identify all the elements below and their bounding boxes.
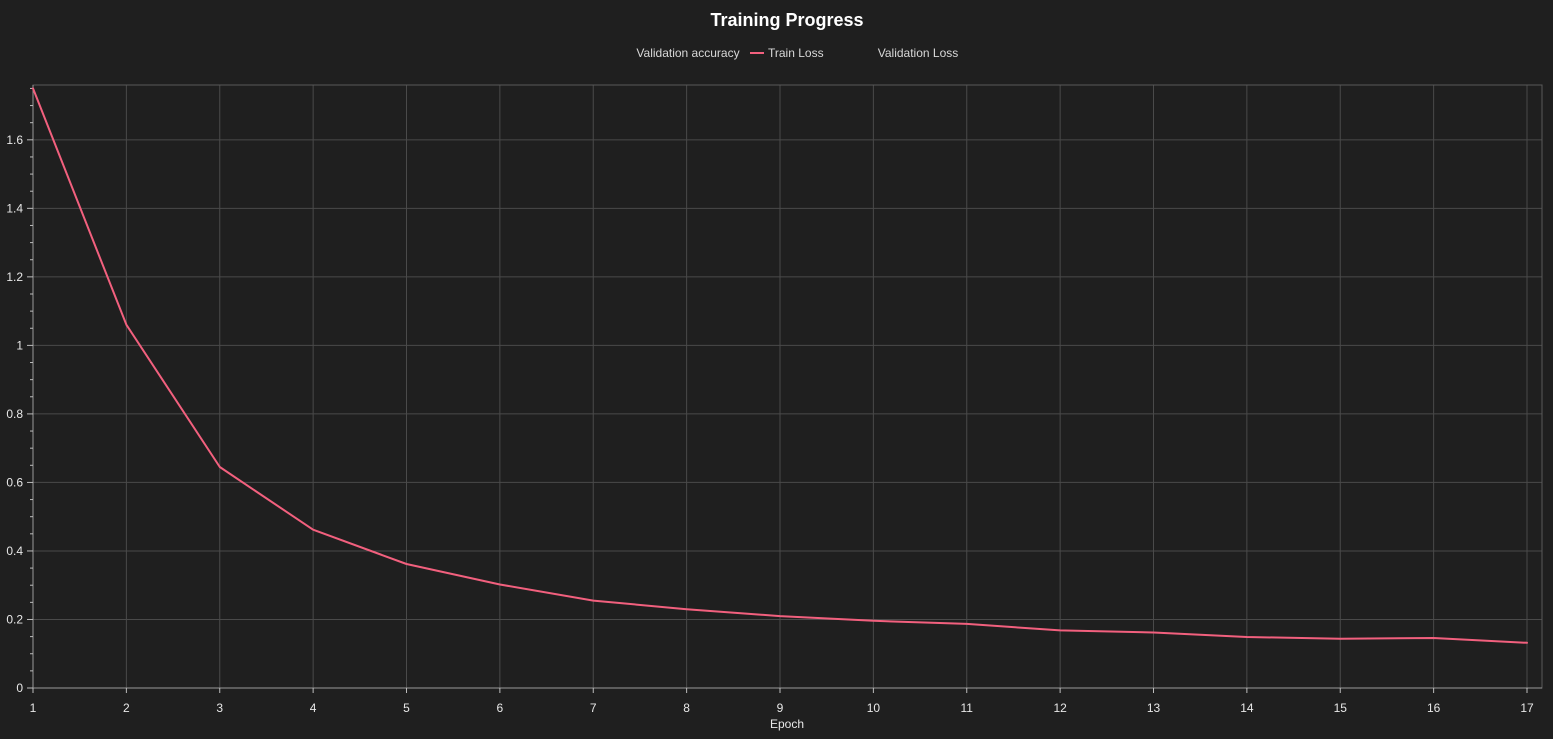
x-axis: 1 2 3 4 5 6 7 8 9 10 11 12 13 14 15 16 17 — [30, 688, 1534, 715]
series-layer — [32, 87, 1528, 644]
data-point — [1339, 638, 1341, 640]
x-tick-label: 4 — [310, 701, 317, 715]
data-point — [592, 600, 594, 602]
grid — [32, 85, 1542, 689]
x-tick-label: 7 — [590, 701, 597, 715]
legend-item: Train Loss — [750, 46, 824, 60]
y-tick-label: 0.6 — [6, 475, 23, 489]
x-tick-label: 14 — [1240, 701, 1254, 715]
y-tick-label: 0 — [16, 681, 23, 695]
y-axis: 0 0.2 0.4 0.6 0.8 1 1.2 1.4 1.6 — [6, 87, 33, 695]
x-tick-label: 9 — [777, 701, 784, 715]
x-axis-label: Epoch — [770, 717, 804, 731]
data-point — [1433, 637, 1435, 639]
x-tick-label: 8 — [683, 701, 690, 715]
legend-item: Validation Loss — [878, 46, 959, 60]
data-point — [312, 529, 314, 531]
data-point — [1059, 629, 1061, 631]
y-tick-label: 0.8 — [6, 407, 23, 421]
legend-item: Validation accuracy — [636, 46, 739, 60]
x-tick-label: 1 — [30, 701, 37, 715]
data-point — [219, 466, 221, 468]
x-tick-label: 16 — [1427, 701, 1441, 715]
data-point — [1246, 636, 1248, 638]
y-tick-label: 1.6 — [6, 133, 23, 147]
data-point — [406, 563, 407, 565]
data-point — [872, 620, 874, 622]
x-tick-label: 15 — [1334, 701, 1348, 715]
data-point — [1153, 631, 1154, 633]
x-tick-label: 17 — [1520, 701, 1534, 715]
legend-label: Validation accuracy — [636, 46, 739, 60]
x-tick-label: 13 — [1147, 701, 1161, 715]
x-tick-label: 12 — [1053, 701, 1067, 715]
data-point — [499, 584, 501, 586]
x-tick-label: 2 — [123, 701, 130, 715]
legend-label: Train Loss — [768, 46, 824, 60]
data-point — [125, 324, 127, 326]
data-point — [32, 87, 34, 89]
data-point — [966, 623, 968, 625]
x-tick-label: 10 — [867, 701, 881, 715]
legend: Validation accuracy Train Loss Validation … — [636, 46, 958, 60]
chart-title: Training Progress — [710, 10, 863, 30]
x-tick-label: 5 — [403, 701, 410, 715]
data-point — [779, 615, 781, 617]
x-tick-label: 11 — [961, 701, 974, 715]
data-point — [686, 608, 688, 610]
y-tick-label: 1.2 — [6, 270, 23, 284]
x-tick-label: 6 — [497, 701, 504, 715]
y-tick-label: 1.4 — [6, 201, 23, 215]
legend-label: Validation Loss — [878, 46, 959, 60]
x-tick-label: 3 — [216, 701, 223, 715]
data-point — [1526, 642, 1528, 644]
y-tick-label: 0.4 — [6, 544, 23, 558]
y-tick-label: 0.2 — [6, 612, 23, 626]
y-tick-label: 1 — [16, 338, 23, 352]
plot-frame — [32, 84, 1543, 689]
